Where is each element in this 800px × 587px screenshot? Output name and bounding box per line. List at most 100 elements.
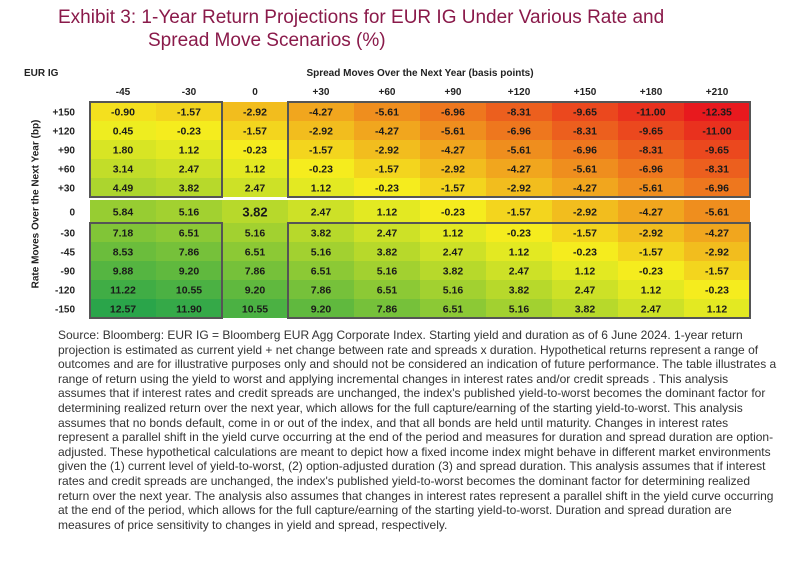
cell-value: -5.61 — [639, 183, 663, 195]
cell-value: 1.12 — [443, 228, 464, 240]
cell-value: 6.51 — [245, 247, 266, 259]
heatmap-cell — [618, 299, 684, 318]
source-note: Source: Bloomberg: EUR IG = Bloomberg EU… — [58, 328, 777, 532]
cell-value: -0.23 — [507, 228, 531, 240]
cell-value: 3.82 — [575, 304, 596, 316]
chart-title-line2: Spread Move Scenarios (%) — [148, 30, 386, 51]
cell-value: 2.47 — [575, 285, 596, 297]
cell-value: -2.92 — [573, 207, 597, 219]
cell-value: -8.31 — [639, 145, 663, 157]
row-label: -30 — [61, 229, 76, 240]
heatmap-cell — [354, 261, 420, 280]
cell-value: 3.14 — [113, 164, 134, 176]
heatmap-cell — [552, 261, 618, 280]
cell-value: -0.23 — [177, 126, 201, 138]
heatmap-cell — [618, 121, 684, 140]
heatmap-cell — [354, 200, 420, 223]
heatmap-cell — [354, 242, 420, 261]
cell-value: -1.57 — [375, 164, 399, 176]
cell-value: -2.92 — [375, 145, 399, 157]
row-label: +120 — [52, 127, 75, 138]
cell-value: 9.20 — [311, 304, 332, 316]
cell-value: -2.92 — [507, 183, 531, 195]
cell-value: -5.61 — [375, 107, 399, 119]
cell-value: 3.82 — [377, 247, 398, 259]
heatmap-cell — [552, 200, 618, 223]
cell-value: 8.53 — [113, 247, 134, 259]
cell-value: 4.49 — [113, 183, 134, 195]
heatmap-cell — [354, 159, 420, 178]
heatmap-cell — [420, 140, 486, 159]
row-label: +30 — [58, 184, 75, 195]
heatmap-cell — [354, 102, 420, 121]
heatmap-cell — [420, 242, 486, 261]
row-label: +150 — [52, 108, 75, 119]
row-label: -120 — [55, 286, 75, 297]
cell-value: 7.18 — [113, 228, 134, 240]
heatmap-cell — [156, 140, 222, 159]
heatmap-cell — [552, 102, 618, 121]
cell-value: 1.12 — [707, 304, 728, 316]
cell-value: -8.31 — [507, 107, 531, 119]
heatmap-cell — [552, 121, 618, 140]
heatmap-cell — [420, 178, 486, 197]
cell-value: -9.65 — [639, 126, 663, 138]
heatmap-cell — [288, 200, 354, 223]
heatmap-cell — [420, 280, 486, 299]
cell-value: -5.61 — [507, 145, 531, 157]
group-border — [287, 222, 751, 319]
heatmap-cell — [486, 223, 552, 242]
heatmap-chart: -45 -30 0 +30 +60 +90 +120 +150 +180 +210 +150 -0.9… — [52, 87, 751, 319]
corner-label: EUR IG — [24, 68, 59, 79]
heatmap-cell — [90, 223, 156, 242]
heatmap-cell — [156, 261, 222, 280]
cell-value: -6.96 — [507, 126, 531, 138]
heatmap-cell — [552, 280, 618, 299]
heatmap-cell — [552, 159, 618, 178]
heatmap-cell — [684, 200, 750, 223]
cell-value: -1.57 — [309, 145, 333, 157]
heatmap-cell — [156, 242, 222, 261]
heatmap-cell — [90, 140, 156, 159]
cell-value: -1.57 — [441, 183, 465, 195]
heatmap-cell — [684, 261, 750, 280]
heatmap-cell — [684, 178, 750, 197]
heatmap-cell — [222, 121, 288, 140]
heatmap-cell — [684, 299, 750, 318]
heatmap-cell — [684, 121, 750, 140]
cell-value: -0.23 — [309, 164, 333, 176]
heatmap-cell — [156, 299, 222, 318]
cell-value: 2.47 — [311, 207, 332, 219]
cell-value: 3.82 — [311, 228, 332, 240]
cell-value: 0.45 — [113, 126, 134, 138]
heatmap-cell — [222, 242, 288, 261]
chart-title-line1: Exhibit 3: 1-Year Return Projections for… — [58, 7, 665, 28]
heatmap-cell — [288, 159, 354, 178]
row-label: -150 — [55, 305, 75, 316]
heatmap-cell — [420, 299, 486, 318]
heatmap-cell — [354, 280, 420, 299]
cell-value: -9.65 — [705, 145, 729, 157]
cell-value: 5.16 — [179, 207, 200, 219]
cell-value: 3.82 — [509, 285, 530, 297]
heatmap-cell — [90, 121, 156, 140]
cell-value: -0.23 — [573, 247, 597, 259]
cell-value: -6.96 — [639, 164, 663, 176]
cell-value: 3.82 — [443, 266, 464, 278]
heatmap-cell — [222, 178, 288, 197]
heatmap-cell — [222, 159, 288, 178]
heatmap-cell — [354, 223, 420, 242]
heatmap-cell — [618, 140, 684, 159]
cell-value: -2.92 — [309, 126, 333, 138]
cell-value: -4.27 — [573, 183, 597, 195]
cell-value: -1.57 — [573, 228, 597, 240]
column-label: 0 — [252, 87, 258, 98]
heatmap-cell — [354, 121, 420, 140]
heatmap-cell — [156, 121, 222, 140]
heatmap-cell — [552, 178, 618, 197]
cell-value: 1.12 — [179, 145, 200, 157]
column-label: +90 — [445, 87, 462, 98]
cell-value: 1.12 — [641, 285, 662, 297]
row-label: +60 — [58, 165, 75, 176]
heatmap-cell — [552, 242, 618, 261]
